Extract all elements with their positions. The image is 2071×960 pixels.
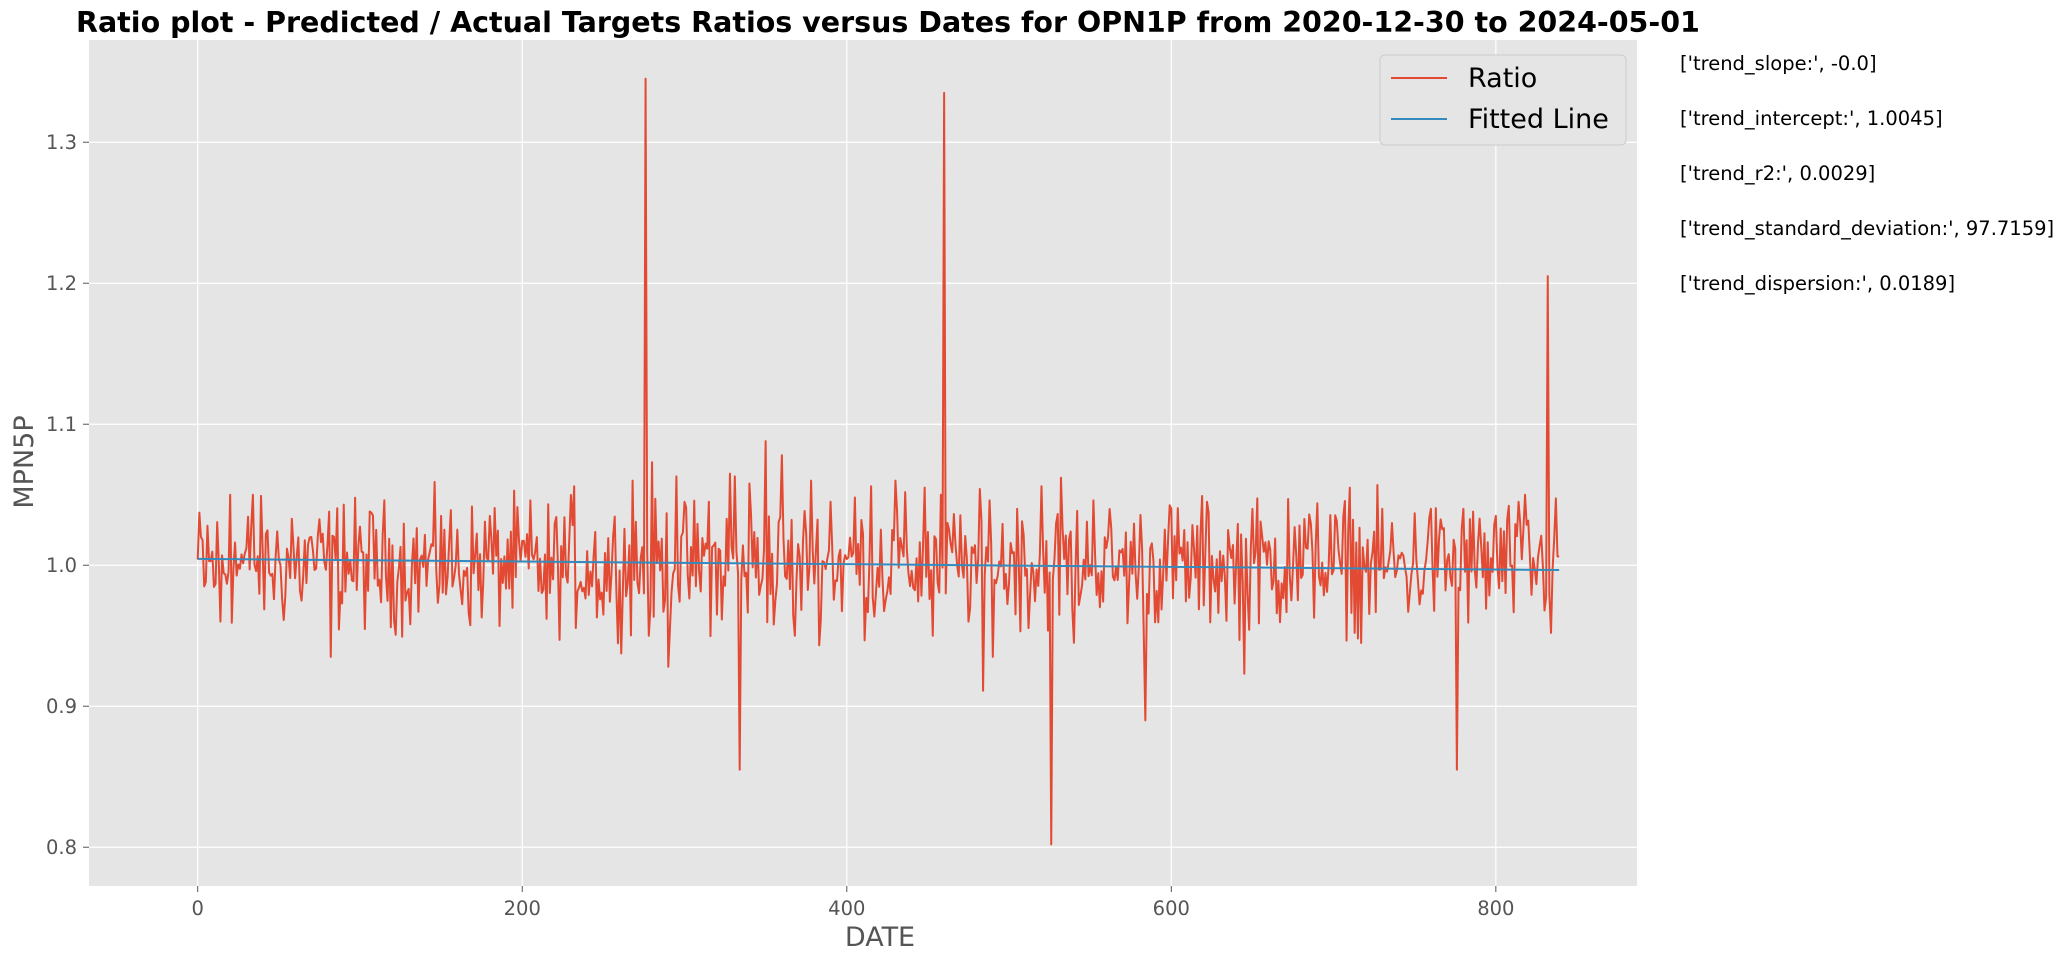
axis-ticks: 0.8 0.9 1.0 1.1 1.2 1.3 0 200 400 600 800 bbox=[46, 131, 1514, 920]
legend-label-fitted-line: Fitted Line bbox=[1468, 104, 1609, 135]
stat-trend-intercept: ['trend_intercept:', 1.0045] bbox=[1680, 107, 1943, 130]
chart-title: Ratio plot - Predicted / Actual Targets … bbox=[76, 6, 1700, 39]
stat-trend-r2: ['trend_r2:', 0.0029] bbox=[1680, 162, 1876, 185]
y-axis-label: MPN5P bbox=[9, 415, 40, 508]
x-tick-label: 600 bbox=[1153, 897, 1190, 920]
fitted-line bbox=[197, 557, 1560, 572]
stat-trend-standard-deviation: ['trend_standard_deviation:', 97.7159] bbox=[1680, 217, 2055, 240]
x-tick-label: 200 bbox=[504, 897, 541, 920]
series-lines bbox=[196, 77, 1560, 846]
y-tick-label: 1.1 bbox=[46, 413, 77, 436]
trend-stats-panel: ['trend_slope:', -0.0] ['trend_intercept… bbox=[1680, 52, 2054, 327]
y-tick-label: 0.8 bbox=[46, 836, 77, 859]
x-tick-label: 400 bbox=[828, 897, 865, 920]
x-tick-label: 800 bbox=[1477, 897, 1514, 920]
y-tick-label: 1.0 bbox=[46, 554, 77, 577]
y-tick-label: 1.3 bbox=[46, 131, 77, 154]
x-tick-label: 0 bbox=[192, 897, 204, 920]
legend: Ratio Fitted Line bbox=[1379, 54, 1627, 146]
ratio-series-line bbox=[196, 77, 1560, 846]
y-tick-label: 0.9 bbox=[46, 695, 77, 718]
legend-label-ratio: Ratio bbox=[1468, 63, 1537, 94]
stat-trend-slope: ['trend_slope:', -0.0] bbox=[1680, 52, 1877, 75]
stat-trend-dispersion: ['trend_dispersion:', 0.0189] bbox=[1680, 272, 1956, 295]
plot-area bbox=[89, 40, 1637, 886]
y-tick-label: 1.2 bbox=[46, 272, 77, 295]
x-axis-label: DATE bbox=[845, 922, 915, 953]
